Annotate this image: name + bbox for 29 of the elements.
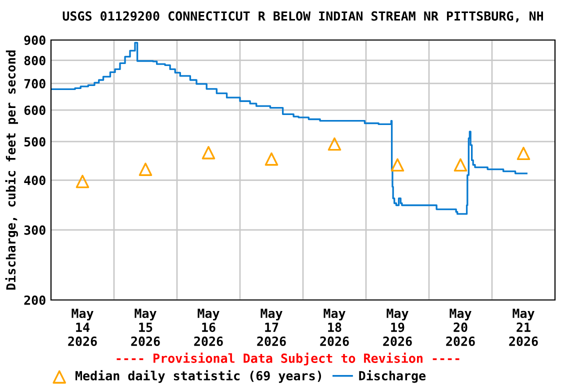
y-tick-label: 700 <box>24 78 46 88</box>
legend-label: Discharge <box>359 370 426 383</box>
x-tick-label: May 14 2026 <box>68 308 97 346</box>
text: ---- Provisional Data Subject to Revision ---- <box>116 352 460 366</box>
y-axis-title: Discharge, cubic feet per second <box>5 50 18 290</box>
x-tick-label: May 20 2026 <box>446 308 475 346</box>
point <box>390 158 404 172</box>
y-tick-label: 400 <box>24 176 46 186</box>
point <box>264 152 278 166</box>
y-tick-label: 200 <box>24 295 46 305</box>
y-tick-label: 900 <box>24 35 46 45</box>
point <box>454 158 468 172</box>
x-tick-label: May 15 2026 <box>131 308 160 346</box>
y-tick-label: 300 <box>24 225 46 235</box>
y-tick-label: 600 <box>24 106 46 116</box>
y-tick-label: 800 <box>24 56 46 66</box>
point <box>202 146 216 160</box>
point <box>328 137 342 151</box>
point <box>76 174 90 188</box>
legend-label: Median daily statistic (69 years) <box>76 370 322 383</box>
x-tick-label: May 16 2026 <box>194 308 223 346</box>
x-tick-label: May 19 2026 <box>383 308 412 346</box>
point <box>138 162 152 176</box>
y-tick-label: 500 <box>24 137 46 147</box>
chart-title: USGS 01129200 CONNECTICUT R BELOW INDIAN STREAM NR PITTSBURG, NH <box>62 11 543 22</box>
x-tick-label: May 18 2026 <box>320 308 349 346</box>
point <box>516 146 530 160</box>
x-tick-label: May 21 2026 <box>509 308 538 346</box>
x-tick-label: May 17 2026 <box>257 308 286 346</box>
